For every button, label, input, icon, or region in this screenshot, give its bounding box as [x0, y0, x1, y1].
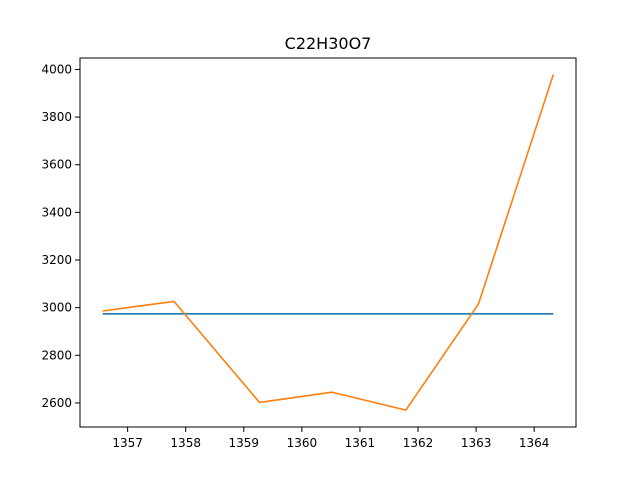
- y-tick-label: 3800: [41, 110, 72, 124]
- y-tick-label: 3200: [41, 253, 72, 267]
- y-tick-label: 4000: [41, 62, 72, 76]
- y-tick-label: 2800: [41, 348, 72, 362]
- x-tick-label: 1362: [403, 436, 434, 450]
- plot-frame: [79, 57, 577, 428]
- x-tick-label: 1361: [345, 436, 376, 450]
- x-tick-label: 1363: [461, 436, 492, 450]
- x-tick-label: 1360: [287, 436, 318, 450]
- x-tick-label: 1364: [519, 436, 550, 450]
- x-tick-label: 1357: [112, 436, 143, 450]
- series-line-2: [102, 74, 555, 411]
- series-layer: [102, 74, 555, 411]
- y-tick-label: 3000: [41, 301, 72, 315]
- x-tick-label: 1358: [170, 436, 201, 450]
- chart-title: C22H30O7: [285, 34, 372, 53]
- x-tick-label: 1359: [229, 436, 260, 450]
- y-tick-label: 3400: [41, 205, 72, 219]
- y-axis: 2600 2800 3000 3200 3400 3600 3800 4000: [41, 62, 80, 410]
- x-axis: 1357 1358 1359 1360 1361 1362 1363 1364: [112, 427, 549, 450]
- y-tick-label: 3600: [41, 158, 72, 172]
- y-tick-label: 2600: [41, 396, 72, 410]
